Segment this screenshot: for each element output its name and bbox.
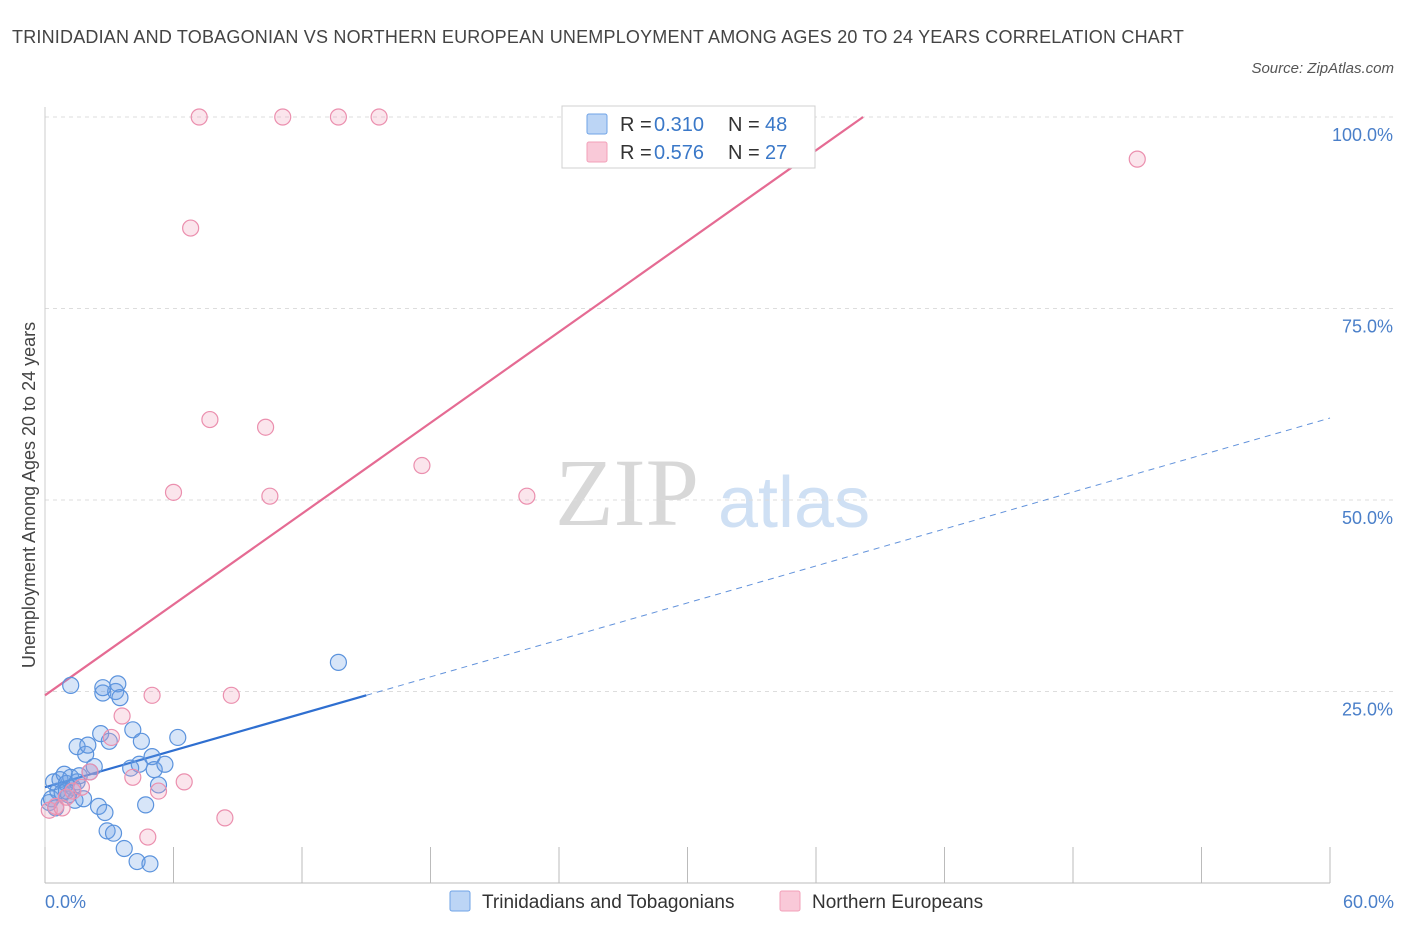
point-trinidadians-46 bbox=[329, 653, 348, 671]
y-tick-label-25: 25.0% bbox=[1342, 700, 1393, 720]
point-northern-europeans-6 bbox=[81, 763, 99, 781]
gridlines bbox=[45, 116, 1395, 692]
y-tick-label-50: 50.0% bbox=[1342, 508, 1393, 528]
y-tick-label-100: 100.0% bbox=[1332, 125, 1393, 145]
watermark-zip: ZIP bbox=[555, 439, 699, 546]
trend-line-trinidadians-extension bbox=[366, 417, 1331, 696]
point-northern-europeans-10 bbox=[139, 828, 157, 846]
point-trinidadians-43 bbox=[169, 728, 187, 747]
point-trinidadians-44 bbox=[62, 676, 80, 694]
legend-n-label-1: N = bbox=[728, 114, 760, 136]
point-trinidadians-23 bbox=[94, 684, 112, 702]
source-label: Source: ZipAtlas.com bbox=[1251, 60, 1394, 77]
point-northern-europeans-27 bbox=[1128, 150, 1146, 168]
point-northern-europeans-3 bbox=[57, 788, 76, 806]
series-legend: Trinidadians and Tobagonians Northern Eu… bbox=[449, 890, 983, 913]
point-trinidadians-36 bbox=[132, 732, 150, 750]
point-northern-europeans-22 bbox=[274, 108, 292, 126]
point-northern-europeans-16 bbox=[190, 108, 208, 126]
y-axis-title: Unemployment Among Ages 20 to 24 years bbox=[19, 322, 39, 668]
legend-n-label-2: N = bbox=[728, 142, 760, 164]
point-northern-europeans-13 bbox=[164, 483, 183, 501]
watermark-atlas: atlas bbox=[718, 463, 870, 543]
point-northern-europeans-26 bbox=[518, 487, 536, 505]
point-northern-europeans-23 bbox=[329, 108, 348, 126]
legend-swatch-northern-europeans bbox=[779, 890, 801, 912]
x-tick-label-max: 60.0% bbox=[1343, 892, 1394, 912]
point-northern-europeans-17 bbox=[201, 410, 219, 429]
y-tick-label-75: 75.0% bbox=[1342, 317, 1393, 337]
point-northern-europeans-20 bbox=[256, 418, 275, 436]
point-trinidadians-21 bbox=[89, 797, 108, 816]
legend-swatch-blue bbox=[586, 113, 608, 135]
legend-r-value-1: 0.310 bbox=[654, 114, 704, 136]
point-northern-europeans-7 bbox=[102, 728, 120, 747]
legend-r-value-2: 0.576 bbox=[654, 142, 704, 164]
point-northern-europeans-11 bbox=[143, 686, 161, 704]
point-northern-europeans-4 bbox=[64, 782, 82, 800]
point-northern-europeans-25 bbox=[413, 456, 431, 475]
point-trinidadians-31 bbox=[115, 839, 133, 858]
axes: 25.0% 50.0% 75.0% 100.0% bbox=[44, 107, 1393, 884]
point-trinidadians-30 bbox=[111, 689, 129, 707]
point-trinidadians-33 bbox=[124, 721, 142, 739]
point-trinidadians-41 bbox=[149, 776, 168, 794]
point-northern-europeans-18 bbox=[216, 809, 234, 827]
point-northern-europeans-5 bbox=[72, 778, 91, 796]
point-northern-europeans-2 bbox=[53, 799, 71, 817]
legend-swatch-pink bbox=[586, 141, 608, 163]
legend-n-value-1: 48 bbox=[765, 114, 787, 136]
point-northern-europeans-12 bbox=[149, 782, 168, 800]
point-trinidadians-34 bbox=[128, 852, 146, 871]
point-trinidadians-37 bbox=[137, 796, 155, 814]
point-trinidadians-45 bbox=[94, 679, 112, 697]
point-northern-europeans-8 bbox=[113, 707, 131, 725]
point-northern-europeans-14 bbox=[175, 773, 193, 791]
x-tick-label-min: 0.0% bbox=[45, 892, 86, 912]
point-trinidadians-18 bbox=[79, 736, 97, 754]
point-northern-europeans-9 bbox=[124, 768, 142, 786]
legend-r-label-2: R = bbox=[620, 142, 652, 164]
stats-legend: R = 0.310 N = 48 R = 0.576 N = 27 bbox=[561, 105, 816, 169]
point-northern-europeans-21 bbox=[261, 487, 279, 505]
point-trinidadians-24 bbox=[96, 803, 114, 822]
point-trinidadians-38 bbox=[141, 855, 159, 873]
legend-r-label-1: R = bbox=[620, 114, 652, 136]
legend-label-trinidadians: Trinidadians and Tobagonians bbox=[482, 892, 734, 913]
point-northern-europeans-19 bbox=[222, 686, 240, 704]
legend-swatch-trinidadians bbox=[449, 890, 471, 912]
data-points bbox=[40, 108, 1146, 873]
legend-label-northern-europeans: Northern Europeans bbox=[812, 892, 983, 913]
point-trinidadians-42 bbox=[156, 755, 174, 773]
point-trinidadians-27 bbox=[104, 824, 123, 842]
legend-n-value-2: 27 bbox=[765, 142, 787, 164]
point-northern-europeans-24 bbox=[370, 108, 388, 126]
point-trinidadians-39 bbox=[143, 748, 161, 766]
chart-title: TRINIDADIAN AND TOBAGONIAN VS NORTHERN E… bbox=[12, 27, 1185, 47]
trend-line-northern-europeans bbox=[44, 116, 864, 697]
point-northern-europeans-15 bbox=[182, 219, 200, 237]
